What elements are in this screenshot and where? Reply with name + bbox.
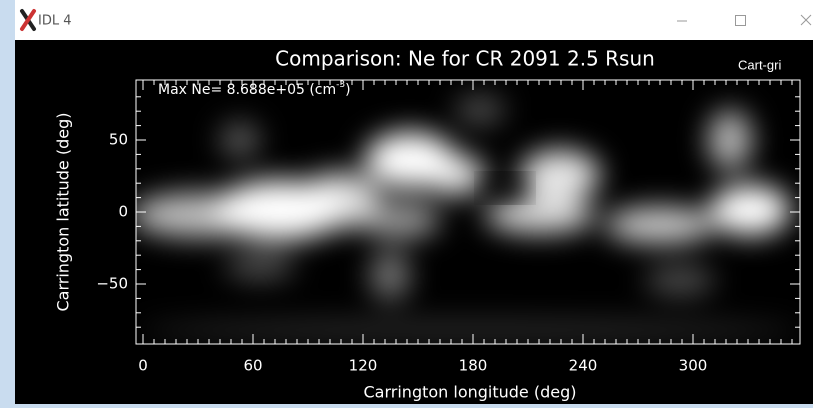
x-tick-label: 60	[243, 357, 262, 375]
axes: 0 60 120 180 240 300 −50 0 50	[96, 80, 800, 375]
x-tick-label: 240	[569, 357, 598, 375]
x-tick-label: 0	[138, 357, 148, 375]
density-image	[136, 95, 800, 342]
annotation-text: Max Ne= 8.688e+05 (cm	[158, 82, 336, 98]
x-tick-label: 120	[349, 357, 378, 375]
maximize-button[interactable]	[735, 15, 746, 26]
y-axis-label: Carrington latitude (deg)	[54, 113, 73, 312]
plot-title: Comparison: Ne for CR 2091 2.5 Rsun	[275, 47, 655, 71]
x-axis-label: Carrington longitude (deg)	[364, 383, 577, 402]
annotation-close: )	[345, 82, 350, 98]
x-tick-label: 180	[459, 357, 488, 375]
side-label: Cart-gri	[738, 57, 781, 72]
y-tick-label: −50	[96, 275, 128, 293]
app-icon	[20, 9, 36, 31]
close-button[interactable]	[800, 14, 812, 26]
window-title: IDL 4	[38, 14, 72, 29]
x-tick-label: 300	[679, 357, 708, 375]
y-tick-label: 50	[109, 131, 128, 149]
title-bar	[15, 0, 813, 40]
y-tick-label: 0	[118, 203, 128, 221]
